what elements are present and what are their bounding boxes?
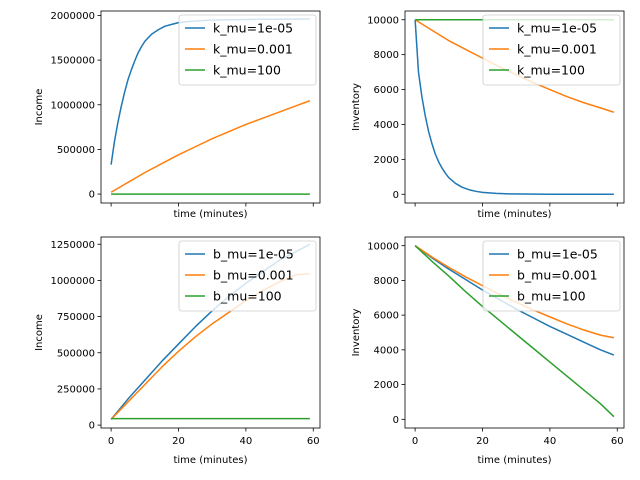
legend-label: k_mu=100 [517,62,585,77]
y-tick-label: 2000 [374,155,399,166]
y-tick-label: 10000 [367,15,399,26]
y-tick-label: 0 [89,421,95,432]
y-tick-label: 250000 [57,385,95,396]
x-tick-label: 60 [611,436,624,447]
legend-label: b_mu=1e-05 [517,246,598,261]
legend-label: b_mu=100 [517,288,586,303]
legend-label: b_mu=0.001 [517,267,598,282]
y-axis-label: Income [34,314,45,351]
legend: k_mu=1e-05 k_mu=0.001 k_mu=100 [482,14,621,86]
y-axis-label: Income [34,89,45,126]
y-tick-label: 1000000 [50,276,95,287]
legend-label: b_mu=1e-05 [213,246,294,261]
axes-frame [404,236,625,429]
subplot-1: 0 500000 1000000 1500000 2000000 time (minute… [34,10,321,220]
series-line-2 [110,100,311,193]
y-axis-label: Inventory [351,309,362,357]
x-tick-label: 0 [412,436,418,447]
series-line-1 [414,19,614,196]
y-tick-label: 0 [393,415,399,426]
y-tick-label: 4000 [374,120,399,131]
legend-label: k_mu=0.001 [213,41,293,56]
y-tick-label: 0 [89,190,95,201]
axes-frame [100,236,321,429]
series-line-3 [414,245,615,418]
y-tick-label: 2000 [374,380,399,391]
x-tick-label: 40 [544,436,557,447]
x-axis-label: time (minutes) [173,209,247,220]
legend: k_mu=1e-05 k_mu=0.001 k_mu=100 [178,14,317,86]
y-tick-label: 1250000 [50,240,95,251]
x-tick-label: 20 [476,436,489,447]
legend-label: b_mu=0.001 [213,267,294,282]
legend-label: k_mu=100 [213,62,281,77]
y-tick-label: 750000 [57,312,95,323]
legend-label: k_mu=1e-05 [213,20,293,35]
y-tick-label: 2000000 [50,11,95,22]
legend-box [482,14,621,86]
subplot-4: 0 20 40 60 0 2000 4000 6000 8000 10000 time (minut… [351,236,625,466]
y-tick-label: 10000 [367,241,399,252]
legend: b_mu=1e-05 b_mu=0.001 b_mu=100 [482,240,621,312]
y-tick-label: 6000 [374,85,399,96]
y-tick-label: 1500000 [50,56,95,67]
y-tick-label: 500000 [57,348,95,359]
legend-label: b_mu=100 [213,288,282,303]
y-tick-label: 6000 [374,311,399,322]
y-axis-label: Inventory [351,83,362,131]
y-tick-label: 8000 [374,50,399,61]
axes-frame [404,10,625,204]
legend-box [482,240,621,312]
y-tick-label: 8000 [374,276,399,287]
legend-box [178,240,317,312]
legend-label: k_mu=1e-05 [517,20,597,35]
subplot-3: 0 20 40 60 0 250000 500000 750000 1000000 1250000… [34,236,321,466]
y-tick-label: 1000000 [50,100,95,111]
y-tick-label: 0 [393,190,399,201]
x-tick-label: 60 [307,436,320,447]
y-tick-label: 4000 [374,345,399,356]
legend-box [178,14,317,86]
x-axis-label: time (minutes) [477,209,551,220]
subplot-2: 0 2000 4000 6000 8000 10000 time (minutes) Inve… [351,10,625,220]
x-axis-label: time (minutes) [477,455,551,466]
x-tick-label: 40 [240,436,253,447]
legend: b_mu=1e-05 b_mu=0.001 b_mu=100 [178,240,317,312]
legend-label: k_mu=0.001 [517,41,597,56]
x-tick-label: 20 [172,436,185,447]
x-tick-label: 0 [108,436,114,447]
x-axis-label: time (minutes) [173,455,247,466]
y-tick-label: 500000 [57,145,95,156]
axes-frame [100,10,321,204]
